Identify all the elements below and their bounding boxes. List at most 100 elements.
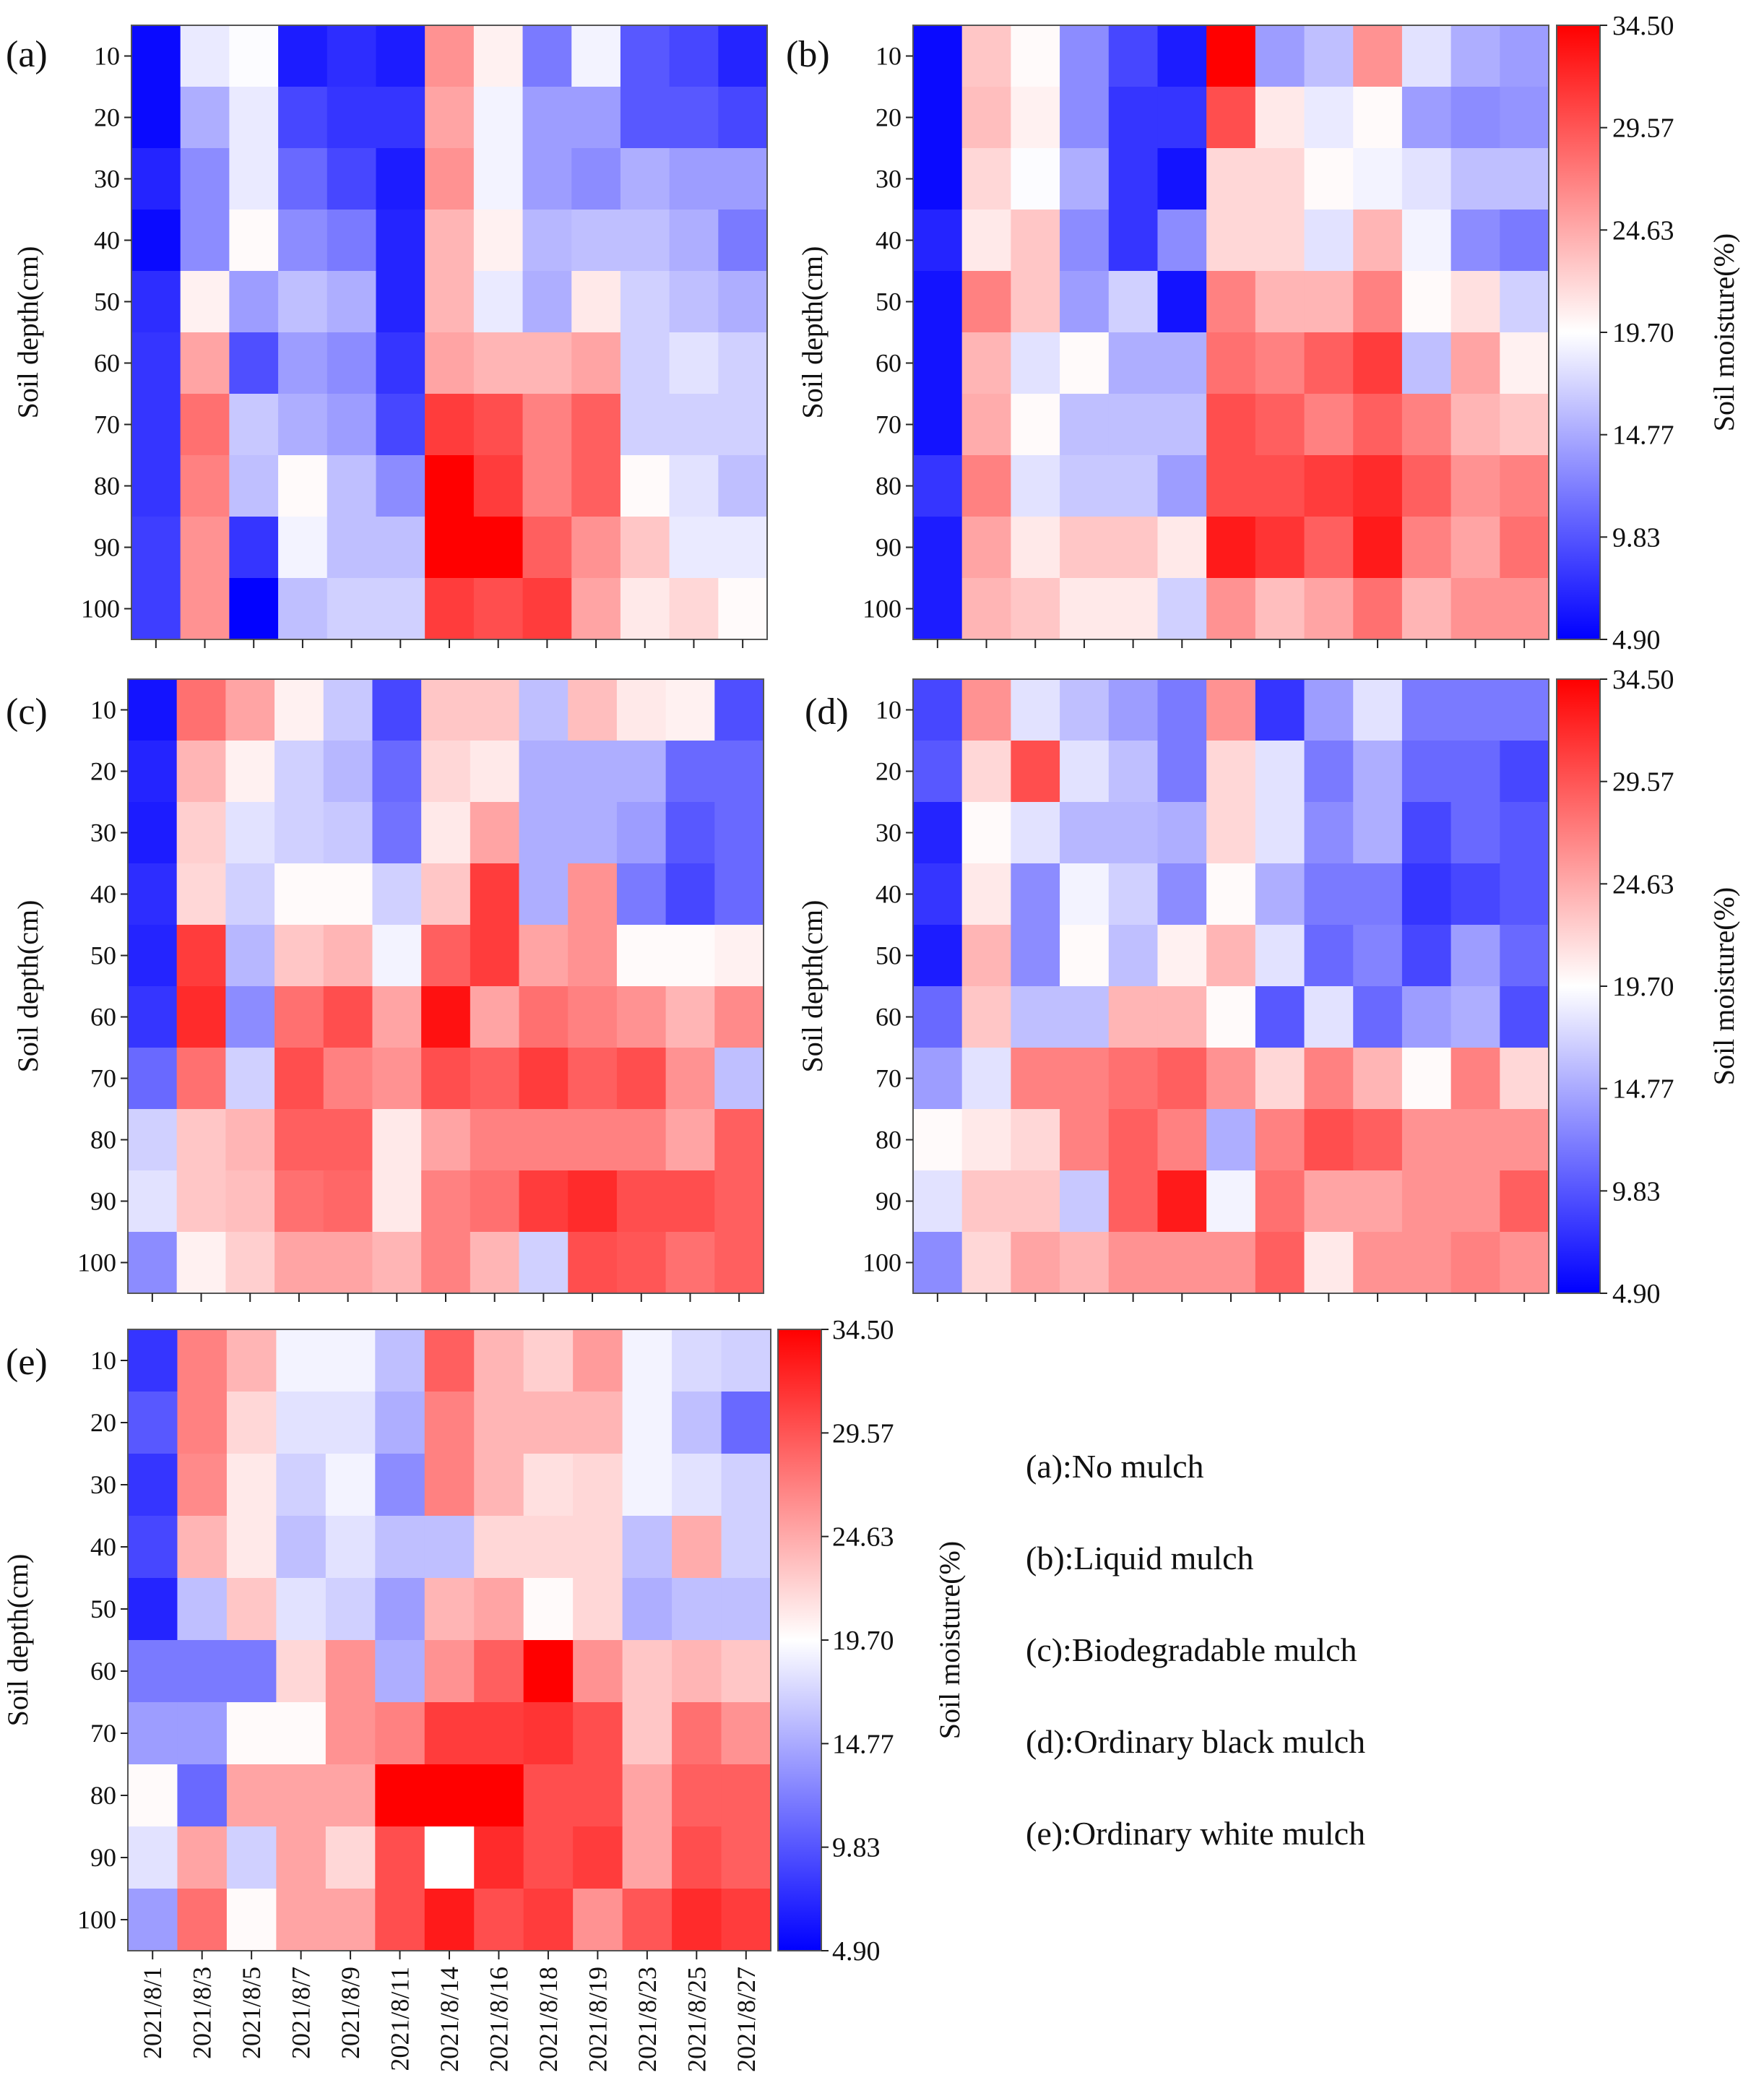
- y-tick-label-a: 30: [94, 165, 120, 194]
- cell-d-20cm-2021/8/14: [1206, 741, 1256, 803]
- cell-c-60cm-2021/8/16: [470, 986, 520, 1048]
- cell-d-70cm-2021/8/14: [1206, 1048, 1256, 1110]
- cell-c-90cm-2021/8/11: [372, 1170, 422, 1233]
- cell-a-100cm-2021/8/3: [180, 578, 230, 640]
- cell-b-100cm-2021/8/18: [1304, 578, 1354, 640]
- cell-a-40cm-2021/8/11: [376, 210, 425, 272]
- cell-b-80cm-2021/8/11: [1157, 455, 1207, 517]
- cell-b-20cm-2021/8/1: [913, 87, 963, 149]
- cell-e-10cm-2021/8/5: [226, 1329, 277, 1392]
- y-tick-label-d: 60: [875, 1003, 902, 1032]
- cell-c-10cm-2021/8/1: [128, 679, 178, 741]
- cell-c-40cm-2021/8/11: [372, 863, 422, 926]
- cell-d-40cm-2021/8/25: [1450, 863, 1500, 926]
- cell-c-50cm-2021/8/19: [568, 925, 618, 987]
- cell-c-100cm-2021/8/5: [225, 1232, 275, 1294]
- cell-d-30cm-2021/8/23: [1401, 802, 1452, 864]
- cell-a-90cm-2021/8/3: [180, 517, 230, 579]
- cell-e-80cm-2021/8/25: [672, 1764, 722, 1827]
- cell-e-10cm-2021/8/9: [325, 1329, 376, 1392]
- cell-b-100cm-2021/8/11: [1157, 578, 1207, 640]
- cell-d-10cm-2021/8/9: [1108, 679, 1159, 741]
- colorbar-tick-label-d: 14.77: [1612, 1074, 1674, 1105]
- cell-c-20cm-2021/8/5: [225, 741, 275, 803]
- cell-e-70cm-2021/8/25: [672, 1702, 722, 1765]
- cell-c-60cm-2021/8/5: [225, 986, 275, 1048]
- cell-d-100cm-2021/8/7: [1060, 1232, 1110, 1294]
- cell-d-100cm-2021/8/3: [961, 1232, 1011, 1294]
- cell-d-50cm-2021/8/1: [913, 925, 963, 987]
- cell-c-10cm-2021/8/7: [274, 679, 324, 741]
- cell-e-90cm-2021/8/18: [523, 1826, 574, 1889]
- cell-c-50cm-2021/8/16: [470, 925, 520, 987]
- cell-b-90cm-2021/8/1: [913, 517, 963, 579]
- cell-d-70cm-2021/8/25: [1450, 1048, 1500, 1110]
- cell-b-90cm-2021/8/18: [1304, 517, 1354, 579]
- cell-b-20cm-2021/8/3: [961, 87, 1011, 149]
- cell-d-40cm-2021/8/14: [1206, 863, 1256, 926]
- cell-b-30cm-2021/8/23: [1401, 148, 1452, 210]
- cell-e-70cm-2021/8/19: [573, 1702, 623, 1765]
- y-tick-label-b: 10: [875, 42, 902, 71]
- cell-b-20cm-2021/8/11: [1157, 87, 1207, 149]
- cell-e-30cm-2021/8/5: [226, 1454, 277, 1517]
- cell-e-60cm-2021/8/23: [622, 1640, 673, 1703]
- cell-d-80cm-2021/8/14: [1206, 1109, 1256, 1171]
- cell-c-70cm-2021/8/25: [665, 1048, 715, 1110]
- cell-c-60cm-2021/8/23: [616, 986, 667, 1048]
- cell-b-70cm-2021/8/14: [1206, 394, 1256, 456]
- cell-c-50cm-2021/8/3: [176, 925, 226, 987]
- cell-c-80cm-2021/8/9: [323, 1109, 373, 1171]
- cell-e-80cm-2021/8/23: [622, 1764, 673, 1827]
- cell-a-80cm-2021/8/9: [327, 455, 377, 517]
- y-tick-label-c: 100: [77, 1248, 116, 1277]
- cell-c-50cm-2021/8/25: [665, 925, 715, 987]
- cell-e-80cm-2021/8/1: [128, 1764, 178, 1827]
- cell-c-20cm-2021/8/16: [470, 741, 520, 803]
- cell-a-60cm-2021/8/11: [376, 332, 425, 394]
- cell-e-80cm-2021/8/19: [573, 1764, 623, 1827]
- cell-e-30cm-2021/8/14: [424, 1454, 475, 1517]
- cell-e-10cm-2021/8/7: [276, 1329, 327, 1392]
- cell-d-30cm-2021/8/25: [1450, 802, 1500, 864]
- cell-e-70cm-2021/8/11: [375, 1702, 425, 1765]
- y-tick-label-b: 20: [875, 103, 902, 132]
- legend-entry-a: (a):No mulch: [1026, 1448, 1204, 1485]
- y-tick-label-b: 30: [875, 165, 902, 194]
- cell-d-70cm-2021/8/27: [1500, 1048, 1549, 1110]
- cell-d-20cm-2021/8/18: [1304, 741, 1354, 803]
- cell-c-80cm-2021/8/5: [225, 1109, 275, 1171]
- cell-d-40cm-2021/8/18: [1304, 863, 1354, 926]
- cell-d-60cm-2021/8/1: [913, 986, 963, 1048]
- cell-b-20cm-2021/8/27: [1500, 87, 1549, 149]
- cell-d-10cm-2021/8/11: [1157, 679, 1207, 741]
- cell-d-50cm-2021/8/25: [1450, 925, 1500, 987]
- cell-c-70cm-2021/8/14: [421, 1048, 471, 1110]
- cell-e-50cm-2021/8/14: [424, 1578, 475, 1641]
- cell-c-90cm-2021/8/9: [323, 1170, 373, 1233]
- cell-c-10cm-2021/8/14: [421, 679, 471, 741]
- cell-d-10cm-2021/8/23: [1401, 679, 1452, 741]
- cell-a-70cm-2021/8/3: [180, 394, 230, 456]
- y-tick-label-d: 80: [875, 1126, 902, 1155]
- cell-b-60cm-2021/8/1: [913, 332, 963, 394]
- cell-c-80cm-2021/8/3: [176, 1109, 226, 1171]
- cell-e-20cm-2021/8/7: [276, 1392, 327, 1454]
- y-tick-label-d: 10: [875, 696, 902, 725]
- cell-b-80cm-2021/8/25: [1450, 455, 1500, 517]
- cell-e-90cm-2021/8/11: [375, 1826, 425, 1889]
- cell-e-80cm-2021/8/18: [523, 1764, 574, 1827]
- cell-a-30cm-2021/8/9: [327, 148, 377, 210]
- x-tick-label-2021/8/23: 2021/8/23: [633, 1967, 662, 2072]
- cell-e-80cm-2021/8/27: [721, 1764, 771, 1827]
- cell-d-70cm-2021/8/9: [1108, 1048, 1159, 1110]
- cell-d-30cm-2021/8/19: [1353, 802, 1403, 864]
- cell-b-70cm-2021/8/16: [1255, 394, 1305, 456]
- cell-e-20cm-2021/8/25: [672, 1392, 722, 1454]
- cell-a-30cm-2021/8/16: [473, 148, 524, 210]
- cell-c-40cm-2021/8/14: [421, 863, 471, 926]
- cell-b-50cm-2021/8/1: [913, 271, 963, 333]
- cell-c-70cm-2021/8/3: [176, 1048, 226, 1110]
- cell-b-50cm-2021/8/25: [1450, 271, 1500, 333]
- cell-a-50cm-2021/8/25: [669, 271, 719, 333]
